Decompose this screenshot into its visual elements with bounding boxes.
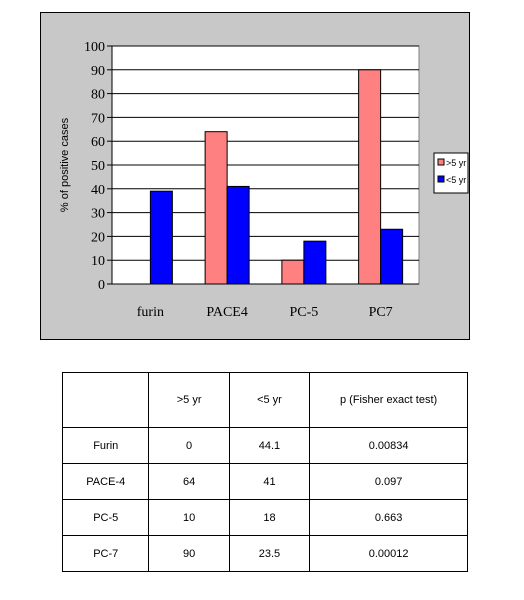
table-cell: 0.663 [309, 499, 468, 536]
y-tick-label: 10 [91, 254, 105, 269]
y-tick-label: 20 [91, 230, 105, 245]
table-cell [61, 372, 150, 428]
y-tick-label: 40 [91, 183, 105, 198]
table-cell: 0.00834 [309, 427, 468, 464]
y-tick-label: 30 [91, 207, 105, 222]
y-tick-label: 100 [84, 40, 105, 55]
table-cell: PC-7 [61, 535, 150, 572]
table-cell: <5 yr [228, 372, 311, 428]
bar-chart: 0 10 20 30 40 50 60 70 80 90 100 % of positive case… [59, 40, 469, 320]
y-tick-label: 90 [91, 64, 105, 79]
x-tick-label: PACE4 [206, 305, 248, 320]
table-row: PACE-4 64 41 0.097 [61, 463, 468, 500]
table-cell: 64 [148, 463, 230, 500]
table-cell: 18 [228, 499, 311, 536]
y-tick-label: 0 [98, 278, 105, 293]
table-cell: >5 yr [148, 372, 230, 428]
bar [281, 259, 305, 285]
y-tick-label: 50 [91, 159, 105, 174]
table-body: >5 yr <5 yr p (Fisher exact test) Furin 0 44.… [61, 372, 468, 572]
table-cell: 44.1 [228, 427, 311, 464]
y-tick-label: 80 [91, 88, 105, 103]
bar [380, 228, 404, 285]
table-cell: Furin [61, 427, 150, 464]
table-cell: PACE-4 [61, 463, 150, 500]
table-cell: 41 [228, 463, 311, 500]
x-tick-label: furin [137, 305, 164, 320]
table-header-row: >5 yr <5 yr p (Fisher exact test) [61, 372, 468, 428]
table-cell: p (Fisher exact test) [309, 372, 468, 428]
results-table: >5 yr <5 yr p (Fisher exact test) Furin 0 44.… [61, 372, 468, 572]
y-axis-label: % of positive cases [59, 117, 71, 212]
x-tick-label: PC-5 [289, 305, 318, 320]
table-cell: 0.097 [309, 463, 468, 500]
legend-label: <5 yr [446, 175, 466, 185]
legend-swatch [437, 175, 445, 183]
table-row: PC-5 10 18 0.663 [61, 499, 468, 536]
table-cell: 0 [148, 427, 230, 464]
table-cell: PC-5 [61, 499, 150, 536]
table-cell: 23.5 [228, 535, 311, 572]
bar [226, 185, 250, 285]
y-tick-label: 70 [91, 111, 105, 126]
table-row: PC-7 90 23.5 0.00012 [61, 535, 468, 572]
bar [204, 131, 228, 285]
table-cell: 0.00012 [309, 535, 468, 572]
chart-frame: 0 10 20 30 40 50 60 70 80 90 100 % of positive case… [40, 12, 470, 340]
legend-swatch [437, 158, 445, 166]
x-tick-label: PC7 [369, 305, 393, 320]
bar [358, 69, 382, 285]
bar [149, 190, 173, 285]
y-tick-label: 60 [91, 135, 105, 150]
table-cell: 90 [148, 535, 230, 572]
table-row: Furin 0 44.1 0.00834 [61, 427, 468, 464]
bar [303, 240, 327, 285]
legend-label: >5 yr [446, 158, 466, 168]
table-cell: 10 [148, 499, 230, 536]
